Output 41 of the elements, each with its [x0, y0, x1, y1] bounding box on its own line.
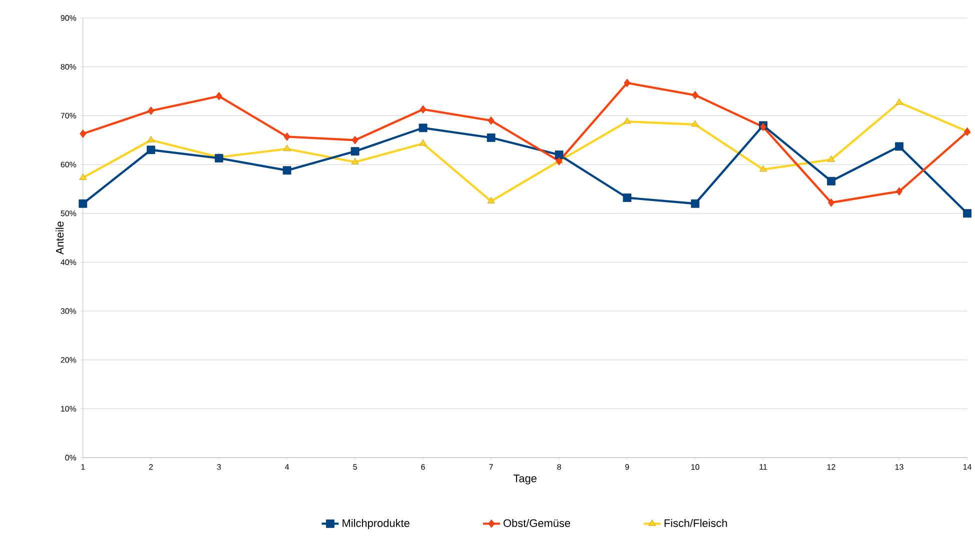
- point: [486, 134, 496, 142]
- point: [760, 165, 767, 172]
- point: [622, 194, 632, 202]
- point: [692, 120, 699, 127]
- point: [623, 118, 631, 124]
- point: [418, 124, 428, 132]
- point: [79, 174, 87, 180]
- point: [351, 158, 359, 165]
- point: [419, 140, 427, 146]
- legend-label: Fisch/Fleisch: [664, 519, 727, 528]
- point: [896, 98, 903, 105]
- point: [283, 144, 291, 152]
- point: [828, 198, 834, 208]
- point: [284, 132, 290, 142]
- point: [214, 154, 224, 163]
- x-axis-title: Tage: [513, 474, 536, 485]
- point: [352, 136, 358, 145]
- point: [420, 105, 426, 114]
- point: [78, 200, 88, 208]
- point: [350, 147, 360, 156]
- legend-label: Obst/Gemüse: [504, 519, 570, 528]
- point: [895, 142, 904, 151]
- point: [147, 136, 155, 143]
- point: [487, 197, 495, 204]
- point: [896, 187, 902, 196]
- point: [80, 130, 86, 138]
- point: [148, 106, 154, 116]
- point: [692, 91, 698, 100]
- point: [554, 150, 564, 160]
- y-axis-title: Anteile: [56, 222, 64, 255]
- point: [146, 146, 156, 154]
- point: [488, 116, 494, 125]
- point: [964, 128, 970, 136]
- legend-label: Milchprodukte: [342, 519, 410, 530]
- point: [963, 209, 972, 218]
- point: [827, 177, 836, 186]
- point: [828, 156, 835, 162]
- point: [282, 166, 292, 175]
- point: [624, 78, 630, 88]
- point: [216, 92, 222, 101]
- point: [690, 200, 700, 208]
